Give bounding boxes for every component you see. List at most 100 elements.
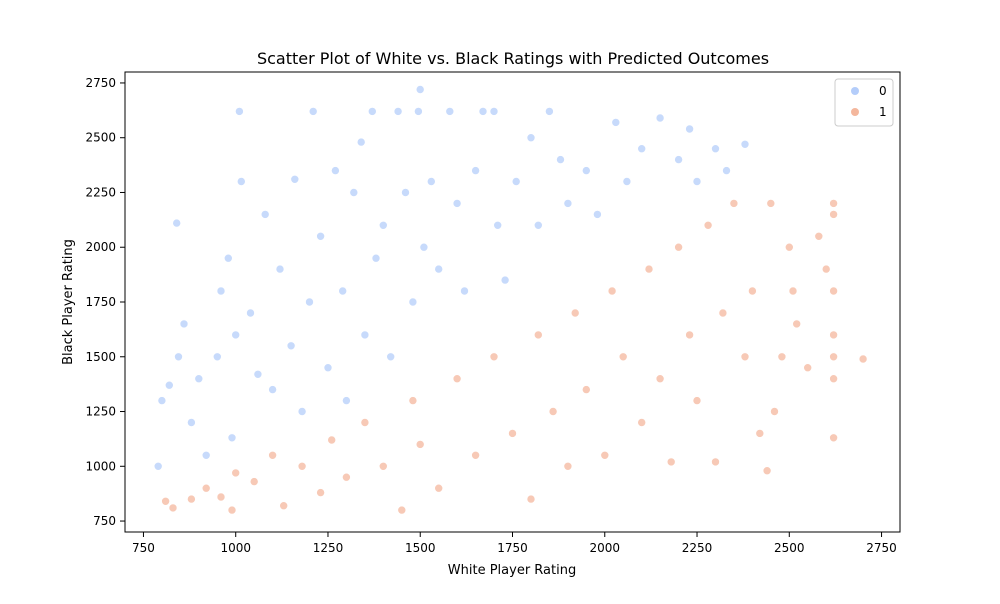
series-0-point [246, 308, 255, 318]
chart-title: Scatter Plot of White vs. Black Ratings … [257, 49, 769, 68]
y-tick-label: 2500 [85, 131, 116, 145]
series-0-point [526, 133, 536, 142]
series-0-point [637, 144, 647, 153]
series-0-point [445, 107, 455, 116]
series-0-point [297, 407, 307, 416]
series-0-point [655, 113, 665, 123]
series-0-point [268, 385, 277, 394]
series-1-point [279, 501, 289, 511]
series-0-point [316, 232, 325, 241]
series-1-point [360, 418, 370, 427]
series-0-point [201, 450, 211, 460]
series-0-point [415, 85, 425, 94]
series-0-point [216, 286, 226, 296]
series-1-point [637, 418, 647, 427]
series-1-point [829, 330, 838, 340]
series-1-point [508, 429, 517, 438]
x-tick-label: 1750 [497, 541, 528, 555]
series-0-point [227, 433, 237, 443]
series-0-point [172, 218, 181, 228]
series-1-point [378, 461, 388, 471]
series-0-point [349, 188, 359, 197]
series-0-point [187, 418, 196, 427]
x-axis-ticks: 750 1000 1250 1500 1750 2000 2250 2500 2750 [132, 532, 897, 555]
series-1-point [762, 466, 772, 476]
series-0-point [711, 144, 720, 153]
series-1-point [829, 433, 838, 443]
series-1-point [533, 330, 543, 340]
y-tick-label: 1250 [85, 405, 116, 419]
series-1-point [570, 308, 580, 318]
series-0-point [471, 166, 480, 175]
series-0-point [378, 221, 388, 230]
series-1-point [249, 477, 259, 486]
series-0-point [593, 210, 602, 219]
series-1-point [187, 494, 196, 504]
series-0-point [489, 107, 499, 116]
series-0-point [194, 374, 204, 384]
series-0-point [367, 107, 377, 116]
series-1-point [600, 450, 610, 460]
y-tick-label: 2000 [85, 240, 116, 254]
series-0-point [434, 264, 444, 274]
series-0-point [275, 264, 285, 274]
y-tick-label: 750 [93, 514, 116, 528]
series-1-point [829, 374, 838, 384]
series-0-point [545, 107, 554, 116]
x-tick-label: 1250 [313, 541, 344, 555]
legend-label: 1 [879, 105, 887, 119]
series-1-point [618, 352, 628, 362]
series-1-point [415, 440, 425, 449]
series-0-point [460, 286, 469, 296]
y-tick-label: 1000 [85, 459, 116, 473]
series-0-point [290, 175, 300, 184]
series-0-point [157, 396, 167, 405]
series-1-point [829, 199, 838, 208]
series-0-point [533, 221, 543, 230]
series-1-point [829, 352, 838, 362]
series-0-point [179, 319, 189, 329]
series-1-point [581, 385, 591, 394]
legend-box [834, 78, 894, 127]
series-1-point [216, 492, 226, 502]
series-0-point [386, 352, 396, 362]
points-layer [153, 85, 868, 515]
series-1-point [803, 363, 813, 373]
series-1-point [607, 286, 617, 296]
series-0-point [235, 107, 244, 116]
series-0-point [478, 107, 488, 116]
series-0-point [692, 177, 702, 186]
series-1-point [548, 407, 558, 416]
series-0-point [308, 107, 318, 116]
series-1-point [685, 330, 694, 340]
series-1-point [740, 352, 750, 362]
series-1-point [858, 354, 868, 364]
series-1-point [692, 396, 702, 405]
series-0-point [165, 380, 174, 390]
series-1-point [666, 457, 676, 467]
series-0-point [237, 177, 246, 186]
x-tick-label: 2250 [682, 541, 713, 555]
series-1-point [563, 461, 573, 471]
series-1-point [489, 352, 499, 362]
x-tick-label: 2500 [774, 541, 805, 555]
series-0-point [563, 199, 573, 208]
series-0-point [331, 166, 340, 175]
series-0-point [740, 140, 750, 149]
series-1-point [526, 494, 536, 504]
series-1-point [821, 264, 831, 274]
series-1-point [711, 457, 720, 467]
series-1-point [655, 374, 665, 384]
y-tick-label: 2750 [85, 76, 116, 90]
series-0-point [174, 352, 183, 362]
series-1-point [755, 429, 765, 438]
series-0-point [253, 369, 263, 379]
series-1-point [792, 319, 802, 329]
series-0-point [556, 155, 565, 164]
series-0-point [224, 253, 233, 263]
series-0-point [511, 177, 521, 186]
legend-marker [851, 108, 859, 116]
series-0-point [323, 363, 333, 373]
series-0-point [426, 177, 436, 186]
